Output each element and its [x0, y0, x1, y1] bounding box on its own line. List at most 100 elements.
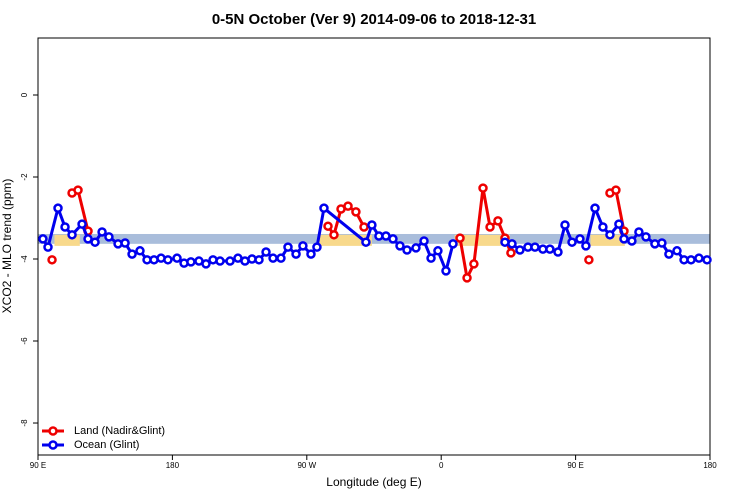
- plot-frame: [37, 37, 711, 456]
- data-point: [38, 234, 48, 244]
- data-point: [312, 242, 322, 252]
- data-point: [43, 242, 53, 252]
- data-point: [306, 249, 316, 259]
- data-point: [567, 237, 577, 247]
- data-point: [90, 237, 100, 247]
- data-point: [605, 230, 615, 240]
- data-point: [590, 203, 600, 213]
- x-tick-label: 180: [166, 461, 180, 470]
- y-axis-label: XCO2 - MLO trend (ppm): [0, 179, 14, 314]
- data-point: [127, 249, 137, 259]
- data-point: [329, 230, 339, 240]
- data-point: [361, 237, 371, 247]
- data-point: [575, 234, 585, 244]
- data-point: [47, 255, 57, 265]
- y-tick-label: -6: [20, 337, 29, 345]
- data-point: [67, 230, 77, 240]
- data-point: [611, 185, 621, 195]
- data-point: [261, 247, 271, 257]
- data-point: [359, 222, 369, 232]
- x-tick-label: 90 E: [567, 461, 583, 470]
- data-point: [455, 233, 465, 243]
- data-point: [268, 253, 278, 263]
- band: [590, 234, 625, 246]
- data-point: [506, 248, 516, 258]
- data-point: [614, 219, 624, 229]
- data-point: [53, 203, 63, 213]
- data-point: [485, 222, 495, 232]
- data-point: [77, 219, 87, 229]
- data-point: [276, 253, 286, 263]
- data-point: [411, 243, 421, 253]
- data-point: [120, 238, 130, 248]
- data-point: [462, 273, 472, 283]
- data-point: [395, 241, 405, 251]
- band: [54, 234, 80, 246]
- data-point: [60, 222, 70, 232]
- data-point: [419, 236, 429, 246]
- data-point: [530, 242, 540, 252]
- data-point: [598, 222, 608, 232]
- data-point: [448, 239, 458, 249]
- data-point: [478, 183, 488, 193]
- data-point: [135, 246, 145, 256]
- data-point: [627, 236, 637, 246]
- data-point: [560, 220, 570, 230]
- chart-title: 0-5N October (Ver 9) 2014-09-06 to 2018-…: [212, 11, 536, 28]
- data-point: [664, 249, 674, 259]
- data-point: [104, 232, 114, 242]
- data-point: [283, 242, 293, 252]
- data-point: [351, 207, 361, 217]
- data-point: [343, 201, 353, 211]
- data-point: [634, 227, 644, 237]
- data-point: [402, 245, 412, 255]
- data-point: [507, 239, 517, 249]
- data-point: [545, 244, 555, 254]
- legend-label: Land (Nadir&Glint): [74, 425, 165, 437]
- x-tick-label: 180: [703, 461, 717, 470]
- x-tick-label: 0: [439, 461, 444, 470]
- data-point: [319, 203, 329, 213]
- x-tick-label: 90 W: [297, 461, 316, 470]
- x-axis-label: Longitude (deg E): [326, 475, 421, 489]
- data-point: [426, 253, 436, 263]
- data-point: [298, 241, 308, 251]
- data-point: [163, 255, 173, 265]
- data-point: [201, 259, 211, 269]
- data-point: [225, 256, 235, 266]
- legend: Land (Nadir&Glint) Ocean (Glint): [42, 425, 165, 451]
- data-point: [584, 255, 594, 265]
- data-point: [172, 253, 182, 263]
- data-point: [215, 256, 225, 266]
- data-point: [553, 247, 563, 257]
- data-point: [694, 253, 704, 263]
- data-point: [686, 255, 696, 265]
- legend-marker: [48, 426, 58, 436]
- data-point: [441, 266, 451, 276]
- data-point: [97, 227, 107, 237]
- y-tick-label: -2: [20, 173, 29, 181]
- data-point: [581, 241, 591, 251]
- data-point: [619, 234, 629, 244]
- data-point: [323, 221, 333, 231]
- data-point: [73, 185, 83, 195]
- data-point: [469, 259, 479, 269]
- data-point: [291, 249, 301, 259]
- data-point: [657, 238, 667, 248]
- data-point: [388, 234, 398, 244]
- data-point: [493, 216, 503, 226]
- band: [454, 234, 510, 246]
- data-point: [641, 232, 651, 242]
- data-point: [186, 257, 196, 267]
- x-tick-label: 90 E: [30, 461, 46, 470]
- data-point: [83, 234, 93, 244]
- data-point: [515, 245, 525, 255]
- y-tick-label: -4: [20, 255, 29, 263]
- data-point: [254, 255, 264, 265]
- y-tick-label: -8: [20, 419, 29, 427]
- data-point: [367, 220, 377, 230]
- band: [38, 233, 710, 244]
- data-point: [433, 246, 443, 256]
- data-point: [672, 246, 682, 256]
